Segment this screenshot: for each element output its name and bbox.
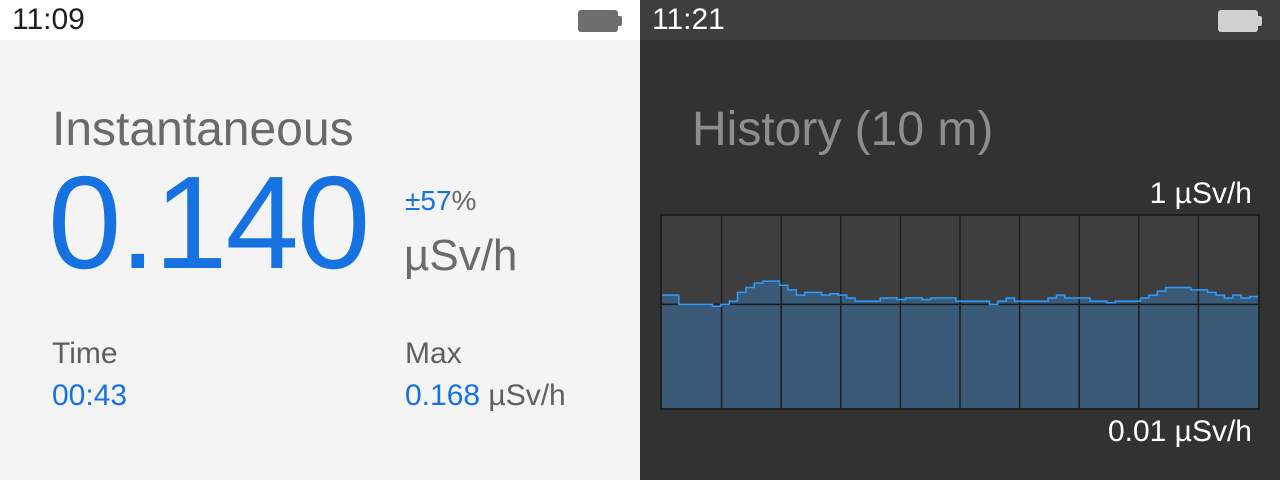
history-screen: 11:21 History (10 m) 1 µSv/h 0.01 µSv/h [640,0,1280,480]
status-clock: 11:21 [652,3,725,36]
battery-icon [578,10,622,32]
uncertainty-value: ±57 [405,185,452,216]
history-chart [660,214,1260,410]
status-bar: 11:21 [640,0,1280,40]
uncertainty: ±57% [405,186,476,216]
uncertainty-unit: % [451,185,477,216]
time-value: 00:43 [52,379,128,412]
time-label: Time [52,337,118,370]
page-title: Instantaneous [52,103,354,156]
max-value: 0.168 [405,379,481,412]
max-readout: 0.168 µSv/h [405,380,566,412]
scale-min-label: 0.01 µSv/h [1107,415,1252,448]
scale-max-label: 1 µSv/h [1149,177,1252,210]
dose-rate-value: 0.140 [48,149,370,296]
instantaneous-screen: 11:09 Instantaneous 0.140 ±57% µSv/h Tim… [0,0,640,480]
dose-rate-unit: µSv/h [404,231,518,280]
history-chart-svg [660,214,1260,410]
history-line [662,280,1258,307]
max-unit: µSv/h [488,379,566,412]
page-title: History (10 m) [692,103,994,156]
battery-icon [1218,10,1262,32]
status-clock: 11:09 [12,3,85,36]
max-label: Max [405,337,462,370]
status-bar: 11:09 [0,0,640,40]
